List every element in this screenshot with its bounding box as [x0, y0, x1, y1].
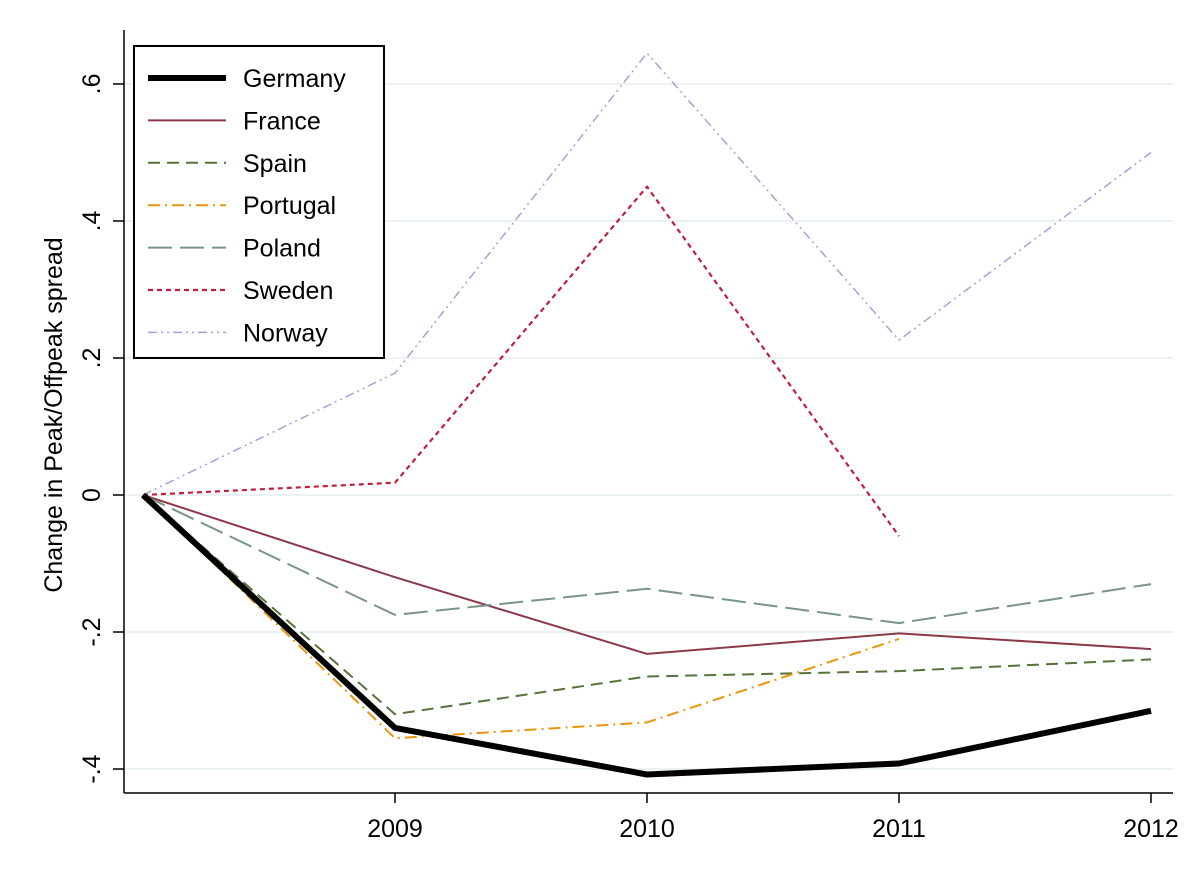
- x-tick-label: 2010: [619, 815, 675, 843]
- series-line-sweden: [142, 185, 900, 537]
- series-line-france: [142, 494, 1152, 655]
- legend-label-poland: Poland: [243, 235, 321, 263]
- legend-label-sweden: Sweden: [243, 277, 333, 305]
- legend-label-france: France: [243, 107, 321, 135]
- x-tick-label: 2009: [367, 815, 423, 843]
- series-lines: [140, 52, 1152, 778]
- y-tick-label: .6: [78, 74, 106, 95]
- x-tick-label: 2012: [1123, 815, 1179, 843]
- legend-label-portugal: Portugal: [243, 192, 336, 220]
- axes: -.4 -.2 0 .2 .4 .6 2009 2010 2011 2012: [78, 30, 1179, 843]
- legend: Germany France Spain Portugal Poland Sweden No…: [133, 45, 385, 359]
- y-tick-label: 0: [78, 488, 106, 502]
- legend-box: [133, 45, 385, 359]
- y-tick-label: .2: [78, 348, 106, 369]
- legend-label-spain: Spain: [243, 150, 307, 178]
- series-line-germany: [140, 492, 1152, 778]
- x-tick-label: 2011: [872, 815, 926, 843]
- y-tick-label: -.4: [78, 754, 106, 783]
- legend-label-germany: Germany: [243, 65, 346, 93]
- legend-label-norway: Norway: [243, 319, 328, 347]
- y-axis-title: Change in Peak/Offpeak spread: [40, 237, 68, 592]
- y-tick-label: -.2: [78, 617, 106, 646]
- series-line-portugal: [142, 494, 900, 740]
- series-line-poland: [142, 494, 1152, 625]
- y-tick-label: .4: [78, 210, 106, 231]
